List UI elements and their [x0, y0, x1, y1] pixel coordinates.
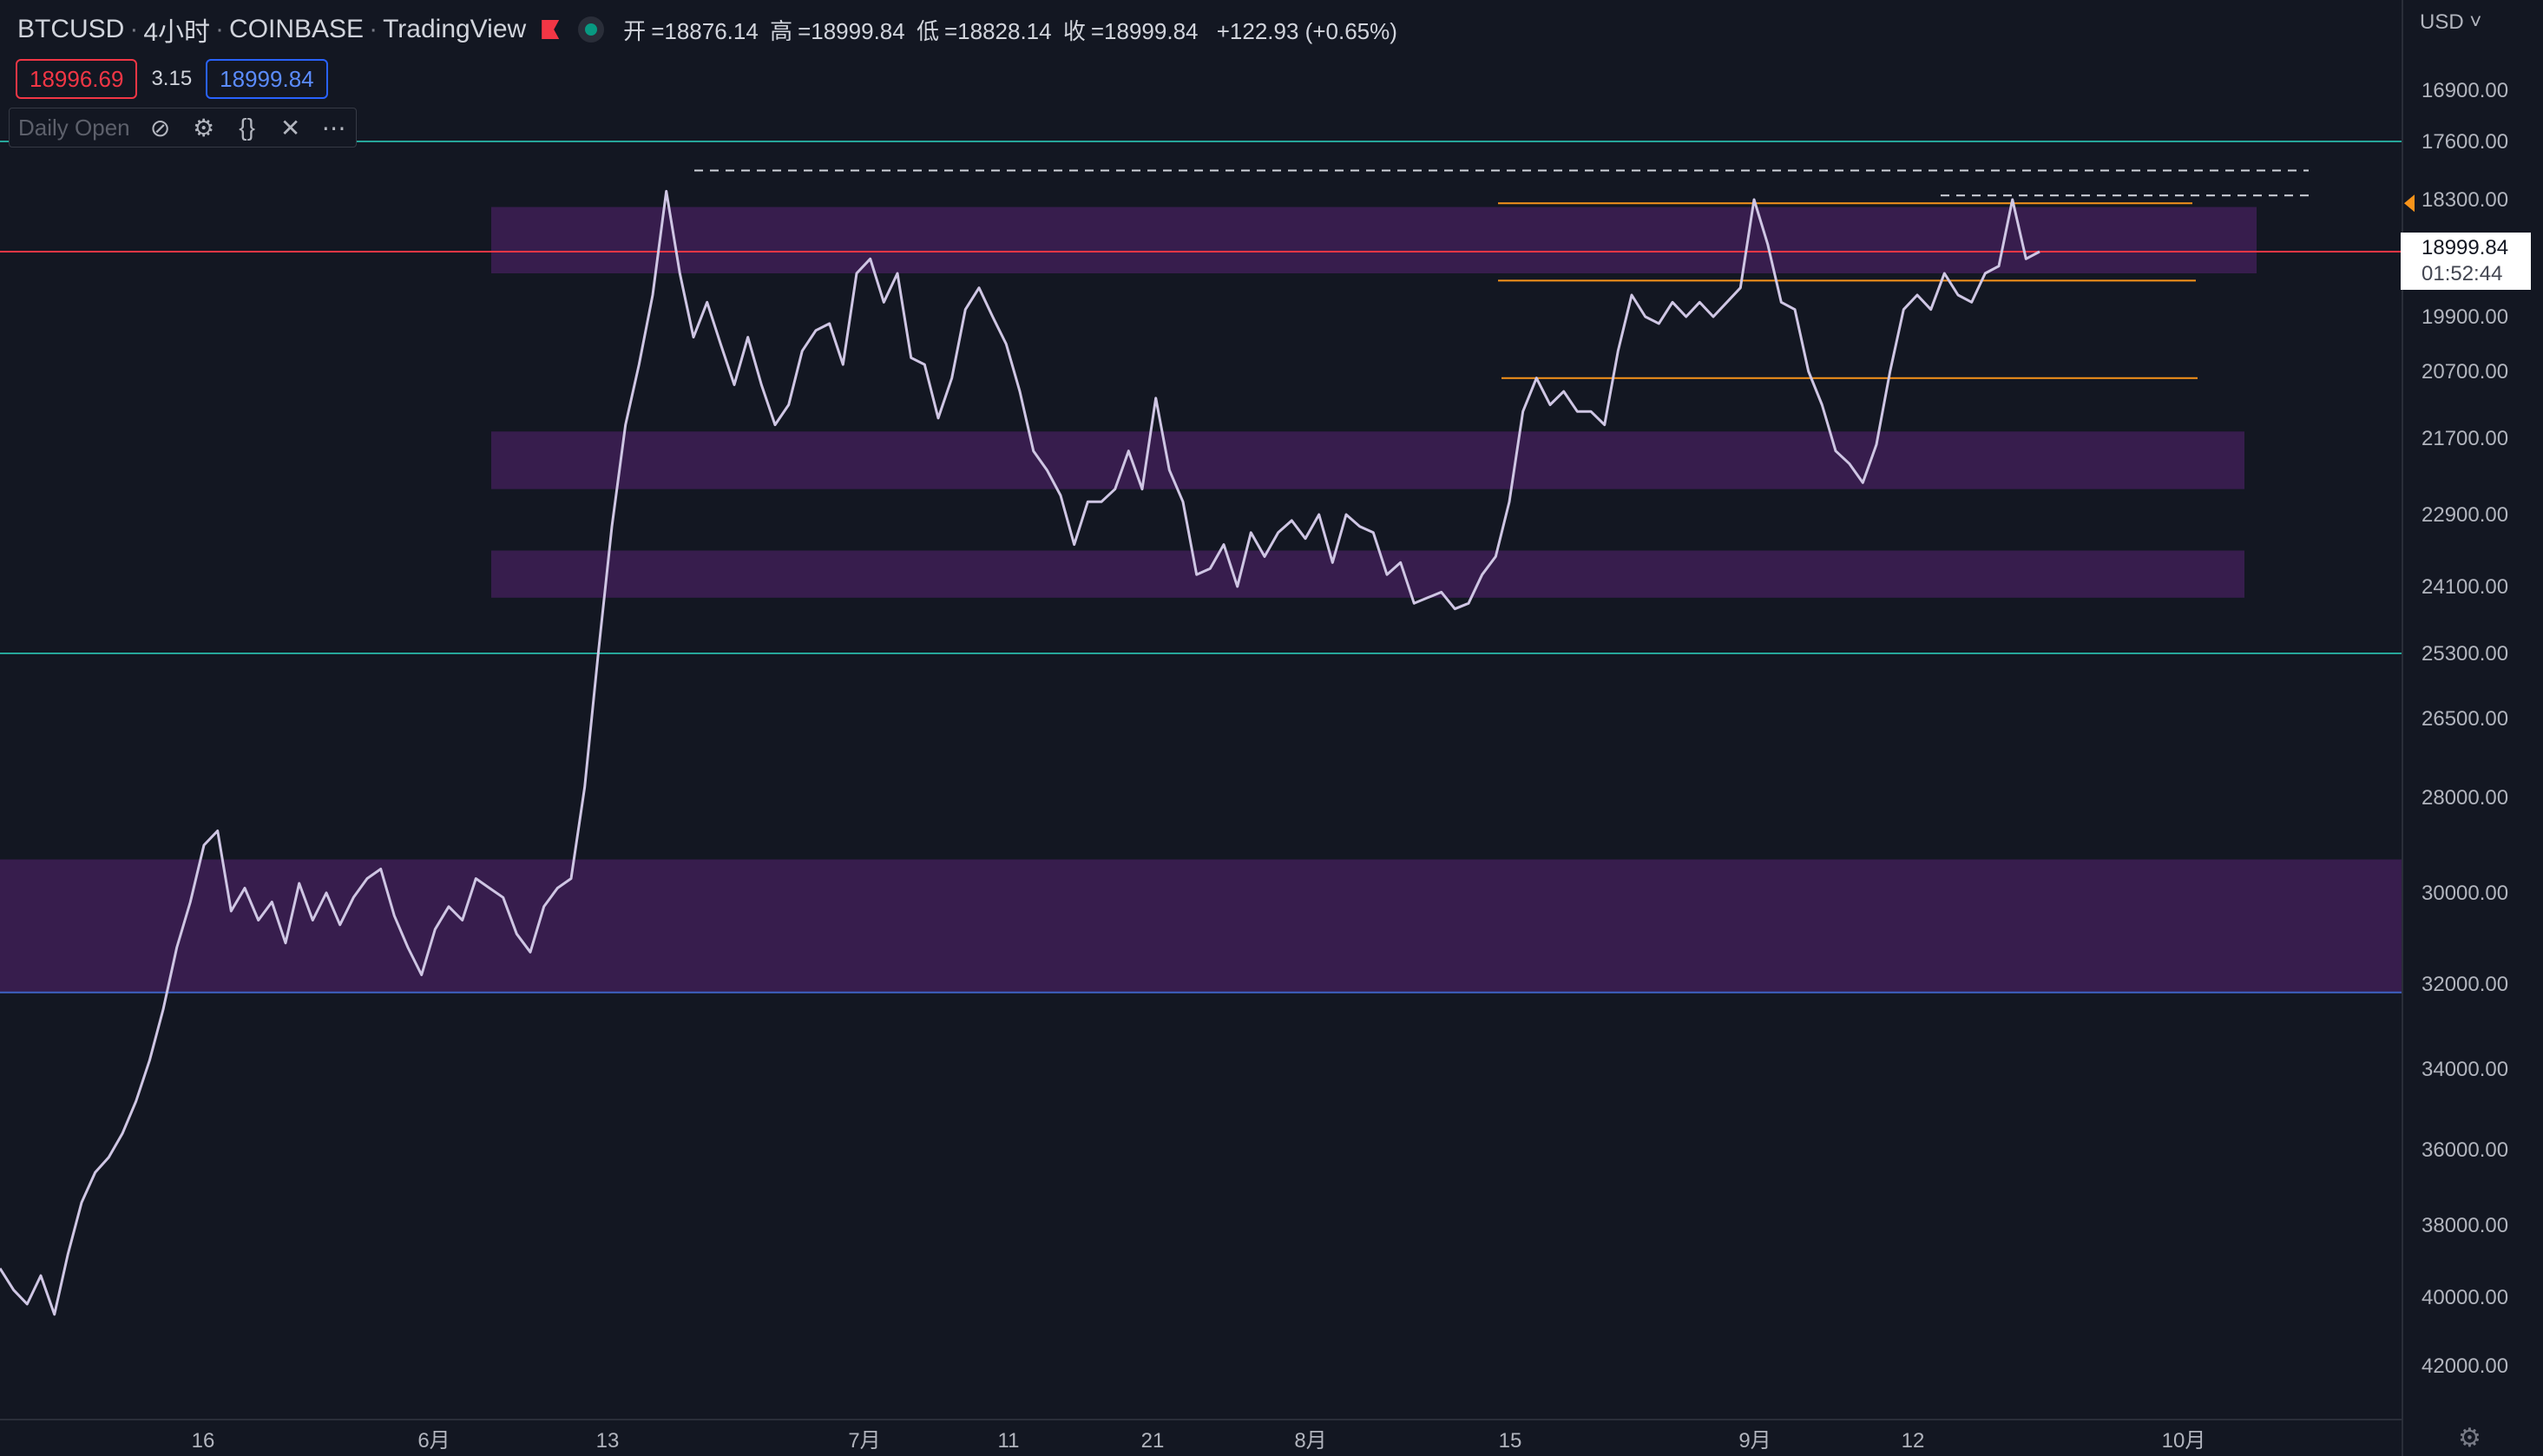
y-tick-label: 38000.00	[2421, 1214, 2508, 1237]
price-series	[0, 189, 2040, 1316]
x-tick-label: 7月	[848, 1429, 880, 1453]
x-tick-label: 16	[192, 1429, 215, 1453]
y-tick-label: 22900.00	[2421, 503, 2508, 527]
bid-ask-panel: 18996.69 3.15 18999.84	[16, 59, 328, 99]
more-icon[interactable]: ⋯	[321, 114, 346, 141]
y-tick-label: 24100.00	[2421, 575, 2508, 599]
buy-button[interactable]: 18999.84	[206, 59, 328, 99]
x-tick-label: 12	[1902, 1429, 1925, 1453]
last-price-label: 18999.84 01:52:44	[2401, 233, 2531, 290]
currency-menu[interactable]: USD ˅	[2420, 10, 2481, 35]
support-resistance-zones	[0, 207, 2402, 993]
chevron-down-icon: ˅	[2463, 10, 2482, 34]
exchange: COINBASE	[229, 15, 365, 43]
y-tick-label: 30000.00	[2421, 882, 2508, 905]
y-tick-label: 19900.00	[2421, 305, 2508, 329]
price-zone	[491, 207, 2257, 273]
y-tick-label: 32000.00	[2421, 973, 2508, 996]
y-tick-label: 36000.00	[2421, 1138, 2508, 1162]
x-tick-label: 6月	[417, 1429, 450, 1453]
y-tick-label: 18300.00	[2421, 188, 2508, 212]
orange-marker	[2404, 194, 2415, 213]
close-label: 收	[1062, 17, 1086, 44]
gear-icon[interactable]: ⚙	[193, 114, 215, 141]
last-price: 18999.84	[2421, 236, 2509, 259]
chart-settings-icon[interactable]: ⚙	[2458, 1424, 2481, 1453]
x-tick-label: 8月	[1294, 1429, 1326, 1453]
platform: TradingView	[383, 15, 527, 43]
indicator-legend[interactable]: Daily Open ⊘ ⚙ {} ✕ ⋯	[9, 108, 357, 148]
braces-icon[interactable]: {}	[239, 114, 255, 141]
price-line	[0, 189, 2040, 1316]
open-value: 18876.14	[664, 17, 759, 44]
y-tick-label: 34000.00	[2421, 1058, 2508, 1081]
low-label: 低	[916, 17, 939, 44]
x-tick-label: 15	[1499, 1429, 1522, 1453]
spread-value: 3.15	[151, 67, 193, 90]
ohlc-values: 开 =18876.14 高 =18999.84 低 =18828.14 收 =18999…	[623, 17, 1397, 44]
flag-icon[interactable]	[542, 20, 560, 39]
y-tick-label: 28000.00	[2421, 786, 2508, 810]
x-tick-label: 9月	[1738, 1429, 1771, 1453]
x-tick-label: 11	[998, 1429, 1020, 1453]
low-value: 18828.14	[957, 17, 1052, 44]
symbol-header: BTCUSD · 4小时 · COINBASE · TradingView 开 =…	[17, 12, 1403, 47]
interval[interactable]: 4小时	[143, 18, 211, 47]
y-tick-label: 17600.00	[2421, 130, 2508, 154]
change-value: +122.93 (+0.65%)	[1216, 17, 1397, 44]
bar-countdown: 01:52:44	[2421, 262, 2503, 285]
indicator-name[interactable]: Daily Open	[18, 114, 130, 141]
price-zone	[0, 859, 2402, 993]
sell-button[interactable]: 18996.69	[16, 59, 138, 99]
close-value: 18999.84	[1104, 17, 1199, 44]
market-status-icon	[578, 16, 605, 43]
x-tick-label: 21	[1141, 1429, 1165, 1453]
y-tick-label: 16900.00	[2421, 79, 2508, 102]
y-tick-label: 26500.00	[2421, 707, 2508, 731]
price-zone	[491, 431, 2244, 489]
high-value: 18999.84	[811, 17, 905, 44]
x-tick-label: 13	[596, 1429, 620, 1453]
currency-label[interactable]: USD	[2420, 10, 2464, 34]
open-label: 开	[623, 17, 647, 44]
high-label: 高	[770, 17, 793, 44]
y-tick-label: 40000.00	[2421, 1286, 2508, 1309]
y-tick-label: 20700.00	[2421, 360, 2508, 384]
y-tick-label: 25300.00	[2421, 642, 2508, 666]
y-tick-label: 21700.00	[2421, 427, 2508, 450]
y-tick-label: 42000.00	[2421, 1354, 2508, 1378]
x-tick-label: 10月	[2162, 1429, 2206, 1453]
price-zone	[491, 550, 2244, 598]
symbol-name[interactable]: BTCUSD	[17, 15, 125, 43]
eye-off-icon[interactable]: ⊘	[149, 114, 171, 141]
close-icon[interactable]: ✕	[279, 114, 301, 141]
